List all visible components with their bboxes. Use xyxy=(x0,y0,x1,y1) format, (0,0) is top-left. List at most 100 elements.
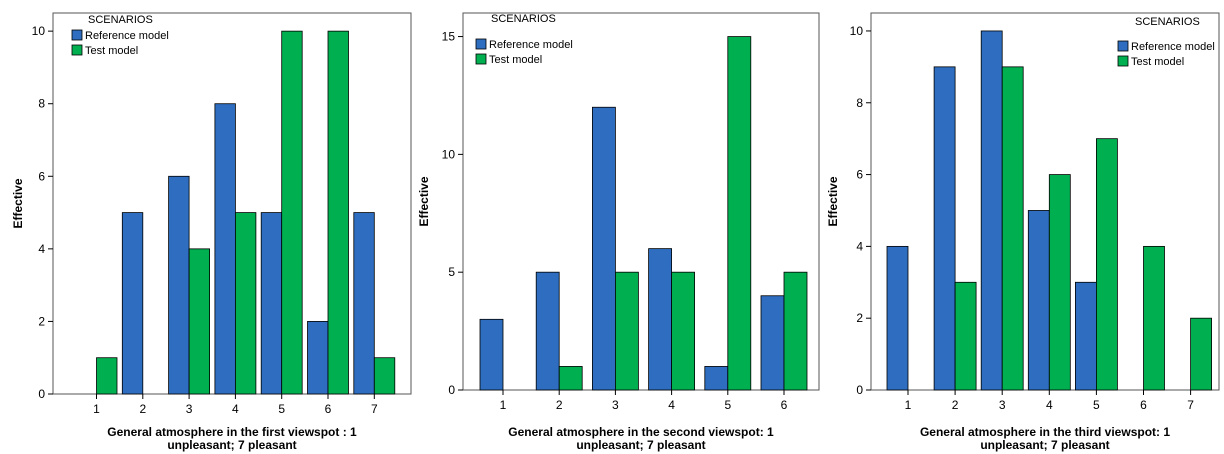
legend-label: Reference model xyxy=(1131,41,1215,53)
bar-test-model-4 xyxy=(234,212,257,395)
x-tick-label: 5 xyxy=(1093,398,1100,412)
y-tick-label: 0 xyxy=(448,383,455,397)
y-tick-label: 4 xyxy=(856,239,863,253)
bar-test-model-5 xyxy=(281,30,303,395)
legend-label: Reference model xyxy=(489,39,573,51)
y-tick-label: 10 xyxy=(850,24,864,38)
bar-test-model-2 xyxy=(954,281,977,391)
y-axis-title: Effective xyxy=(417,176,431,226)
bar-reference-model-1 xyxy=(479,318,504,391)
bar-test-model-2 xyxy=(558,366,583,391)
legend-label: Test model xyxy=(1131,56,1184,68)
y-tick-label: 8 xyxy=(38,97,45,111)
legend-title: SCENARIOS xyxy=(1135,16,1200,28)
x-tick-label: 2 xyxy=(952,398,959,412)
x-tick-label: 4 xyxy=(668,398,675,412)
bar-reference-model-7 xyxy=(353,212,375,395)
legend: SCENARIOS Reference model Test model xyxy=(475,13,573,66)
legend-label: Test model xyxy=(489,54,542,66)
bar-test-model-5 xyxy=(1096,138,1118,391)
x-tick-label: 4 xyxy=(1046,398,1053,412)
x-tick-label: 6 xyxy=(325,402,332,416)
bar-test-model-5 xyxy=(727,36,752,391)
x-tick-label: 5 xyxy=(724,398,731,412)
bar-reference-model-6 xyxy=(307,321,329,395)
bar-reference-model-5 xyxy=(704,366,729,391)
bar-reference-model-6 xyxy=(760,295,785,391)
bar-test-model-4 xyxy=(671,271,695,391)
x-axis-title-line-2: unpleasant; 7 pleasant xyxy=(576,438,705,452)
legend-swatch-test-model xyxy=(1117,55,1129,67)
bar-test-model-6 xyxy=(1143,245,1165,391)
legend: SCENARIOS Reference model Test model xyxy=(71,14,169,57)
bar-test-model-4 xyxy=(1048,174,1071,391)
x-tick-label: 3 xyxy=(999,398,1006,412)
x-tick-label: 3 xyxy=(186,402,193,416)
y-tick-label: 2 xyxy=(38,314,45,328)
y-tick-label: 10 xyxy=(32,24,46,38)
y-tick-label: 0 xyxy=(38,387,45,401)
legend-swatch-reference-model xyxy=(71,29,83,41)
y-tick-label: 2 xyxy=(856,311,863,325)
x-tick-label: 6 xyxy=(1140,398,1147,412)
x-tick-label: 2 xyxy=(556,398,563,412)
y-tick-label: 8 xyxy=(856,96,863,110)
legend-title: SCENARIOS xyxy=(491,13,556,25)
bar-reference-model-3 xyxy=(980,30,1003,391)
bar-reference-model-2 xyxy=(121,212,144,395)
x-tick-label: 7 xyxy=(1187,398,1194,412)
x-axis-title-line-1: General atmosphere in the first viewspot… xyxy=(107,425,357,439)
x-tick-label: 7 xyxy=(371,402,378,416)
bar-test-model-3 xyxy=(1001,66,1024,391)
legend-label: Reference model xyxy=(85,30,169,42)
y-tick-label: 4 xyxy=(38,242,45,256)
bar-test-model-6 xyxy=(783,271,808,391)
y-tick-label: 5 xyxy=(448,265,455,279)
bar-reference-model-5 xyxy=(1075,281,1097,391)
x-tick-label: 1 xyxy=(905,398,912,412)
y-tick-label: 10 xyxy=(442,147,456,161)
legend-swatch-test-model xyxy=(71,44,83,56)
bar-test-model-3 xyxy=(615,271,639,391)
legend-label: Test model xyxy=(85,45,138,57)
bar-reference-model-3 xyxy=(592,106,616,391)
x-tick-label: 5 xyxy=(278,402,285,416)
bar-reference-model-3 xyxy=(168,175,190,395)
legend-swatch-test-model xyxy=(475,53,487,65)
legend-swatch-reference-model xyxy=(475,38,487,50)
x-tick-label: 1 xyxy=(500,398,507,412)
legend: SCENARIOS Reference model Test model xyxy=(1117,16,1215,68)
x-tick-label: 2 xyxy=(139,402,146,416)
y-tick-label: 6 xyxy=(38,169,45,183)
x-axis-title-line-1: General atmosphere in the second viewspo… xyxy=(508,425,774,439)
x-axis-title-line-1: General atmosphere in the third viewspot… xyxy=(920,425,1170,439)
bar-reference-model-5 xyxy=(260,212,283,395)
x-tick-label: 6 xyxy=(781,398,788,412)
y-tick-label: 15 xyxy=(442,30,456,44)
x-tick-label: 1 xyxy=(93,402,100,416)
x-axis-title-line-2: unpleasant; 7 pleasant xyxy=(167,438,296,452)
bar-reference-model-4 xyxy=(1027,210,1050,391)
x-tick-label: 4 xyxy=(232,402,239,416)
x-tick-label: 3 xyxy=(612,398,619,412)
bar-test-model-7 xyxy=(1190,317,1212,391)
y-tick-label: 6 xyxy=(856,168,863,182)
bar-test-model-3 xyxy=(188,248,211,395)
bar-test-model-6 xyxy=(327,30,349,395)
plot-frame xyxy=(462,12,820,391)
bar-reference-model-4 xyxy=(214,103,236,395)
x-axis-title-line-2: unpleasant; 7 pleasant xyxy=(980,438,1109,452)
bar-reference-model-1 xyxy=(886,245,909,391)
bar-reference-model-2 xyxy=(535,271,560,391)
y-axis-title: Effective xyxy=(826,176,840,226)
legend-title: SCENARIOS xyxy=(88,14,153,26)
legend-swatch-reference-model xyxy=(1117,40,1129,52)
bar-reference-model-4 xyxy=(648,248,672,391)
bar-reference-model-2 xyxy=(933,66,956,391)
bar-test-model-1 xyxy=(96,357,118,395)
y-tick-label: 0 xyxy=(856,383,863,397)
bar-test-model-7 xyxy=(373,357,396,395)
